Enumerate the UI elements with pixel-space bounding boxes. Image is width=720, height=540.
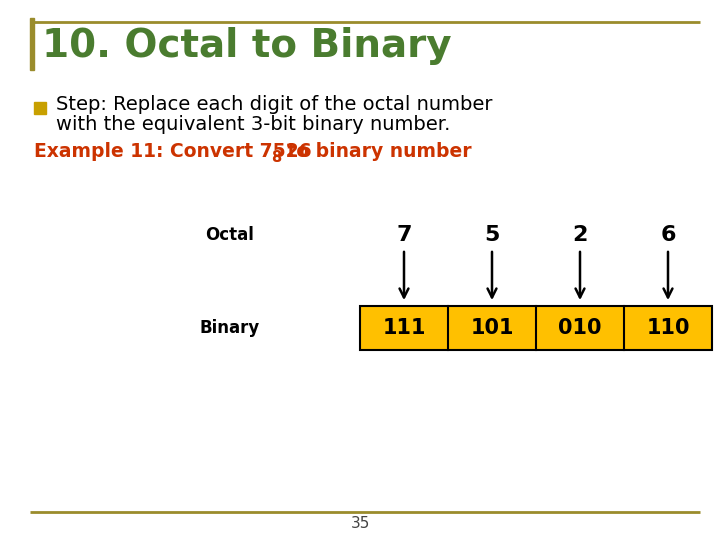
Text: Step: Replace each digit of the octal number: Step: Replace each digit of the octal nu…: [56, 94, 492, 113]
Text: 111: 111: [382, 318, 426, 338]
Text: 110: 110: [647, 318, 690, 338]
Text: 7: 7: [396, 225, 412, 245]
Bar: [34, 102, 46, 114]
Text: with the equivalent 3-bit binary number.: with the equivalent 3-bit binary number.: [56, 116, 451, 134]
Text: 010: 010: [558, 318, 602, 338]
Text: 8: 8: [271, 150, 282, 165]
Bar: [360, 306, 712, 350]
Text: 6: 6: [660, 225, 676, 245]
Text: Example 11: Convert 7526: Example 11: Convert 7526: [34, 142, 312, 161]
Bar: [30, 18, 34, 70]
Text: 5: 5: [485, 225, 500, 245]
Text: 2: 2: [572, 225, 588, 245]
Text: 10. Octal to Binary: 10. Octal to Binary: [42, 27, 451, 65]
Text: 101: 101: [470, 318, 514, 338]
Text: Octal: Octal: [206, 226, 254, 244]
Text: to binary number: to binary number: [281, 142, 472, 161]
Text: Binary: Binary: [200, 319, 260, 337]
Text: 35: 35: [351, 516, 369, 531]
